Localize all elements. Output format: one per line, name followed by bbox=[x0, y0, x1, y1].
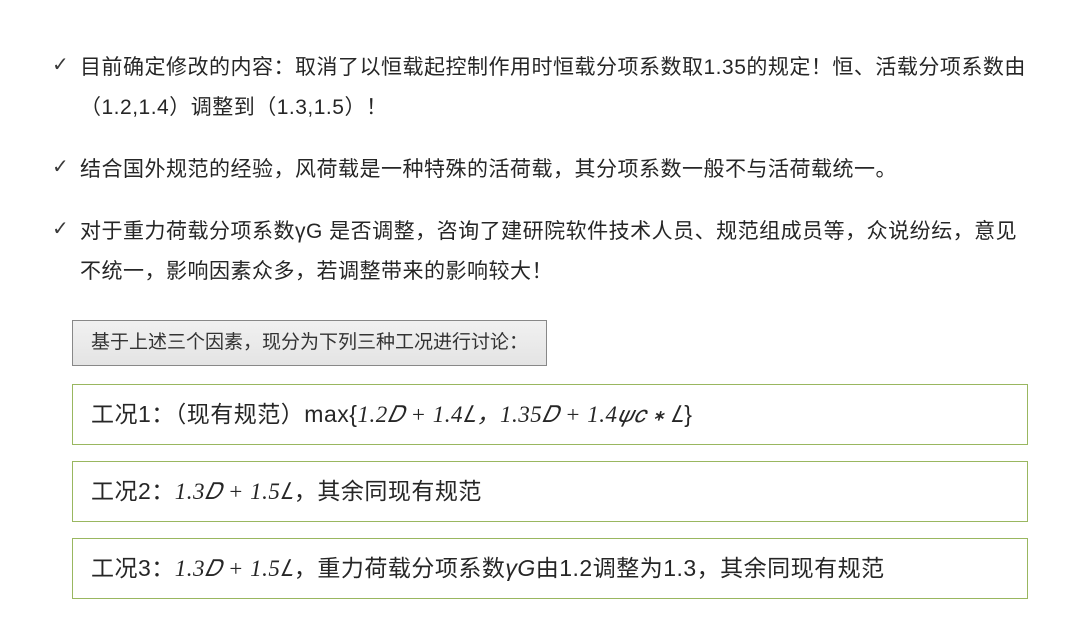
slide: ✓ 目前确定修改的内容：取消了以恒载起控制作用时恒载分项系数取1.35的规定！恒… bbox=[0, 0, 1080, 627]
list-item: ✓ 结合国外规范的经验，风荷载是一种特殊的活荷载，其分项系数一般不与活荷载统一。 bbox=[52, 150, 1028, 190]
case-3-tail: 由1.2调整为1.3，其余同现有规范 bbox=[536, 555, 885, 581]
case-2-box: 工况2：1.3𝐷 + 1.5𝐿，其余同现有规范 bbox=[72, 461, 1028, 522]
bullet-text: 结合国外规范的经验，风荷载是一种特殊的活荷载，其分项系数一般不与活荷载统一。 bbox=[80, 150, 1028, 190]
checkmark-icon: ✓ bbox=[52, 212, 80, 246]
case-1-formula: 1.2𝐷 + 1.4𝐿，1.35𝐷 + 1.4𝜓𝑐 ∗ 𝐿 bbox=[357, 402, 684, 427]
checkmark-icon: ✓ bbox=[52, 48, 80, 82]
case-2-label: 工况2： bbox=[91, 478, 175, 504]
list-item: ✓ 目前确定修改的内容：取消了以恒载起控制作用时恒载分项系数取1.35的规定！恒… bbox=[52, 48, 1028, 128]
bullet-text: 目前确定修改的内容：取消了以恒载起控制作用时恒载分项系数取1.35的规定！恒、活… bbox=[80, 48, 1028, 128]
case-2-formula: 1.3𝐷 + 1.5𝐿 bbox=[175, 479, 294, 504]
case-1-label: 工况1：（现有规范）max{ bbox=[91, 401, 357, 427]
bullet-text: 对于重力荷载分项系数γG 是否调整，咨询了建研院软件技术人员、规范组成员等，众说… bbox=[80, 212, 1028, 292]
list-item: ✓ 对于重力荷载分项系数γG 是否调整，咨询了建研院软件技术人员、规范组成员等，… bbox=[52, 212, 1028, 292]
case-1-box: 工况1：（现有规范）max{1.2𝐷 + 1.4𝐿，1.35𝐷 + 1.4𝜓𝑐 … bbox=[72, 384, 1028, 445]
subtitle-box: 基于上述三个因素，现分为下列三种工况进行讨论： bbox=[72, 320, 547, 366]
case-3-box: 工况3：1.3𝐷 + 1.5𝐿，重力荷载分项系数γG由1.2调整为1.3，其余同… bbox=[72, 538, 1028, 599]
case-3-label: 工况3： bbox=[91, 555, 175, 581]
checkmark-icon: ✓ bbox=[52, 150, 80, 184]
case-3-mid: ，重力荷载分项系数 bbox=[294, 555, 506, 581]
case-3-formula: 1.3𝐷 + 1.5𝐿 bbox=[175, 556, 294, 581]
bullet-list: ✓ 目前确定修改的内容：取消了以恒载起控制作用时恒载分项系数取1.35的规定！恒… bbox=[52, 48, 1028, 292]
case-1-tail: } bbox=[684, 401, 692, 427]
case-3-gamma: γG bbox=[505, 555, 535, 581]
case-2-tail: ，其余同现有规范 bbox=[294, 478, 482, 504]
